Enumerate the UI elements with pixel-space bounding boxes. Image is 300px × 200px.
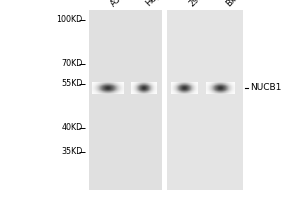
Text: 100KD: 100KD [56,16,82,24]
Bar [88,10,162,190]
Bar [162,10,167,190]
Text: 35KD: 35KD [61,148,82,156]
Text: 70KD: 70KD [61,60,82,68]
Text: 293T: 293T [187,0,208,8]
Text: 40KD: 40KD [61,123,82,132]
Text: 55KD: 55KD [61,79,82,88]
Text: HepG2: HepG2 [144,0,170,8]
Text: BxPC-3: BxPC-3 [225,0,252,8]
Text: NUCB1: NUCB1 [250,83,282,92]
Bar [167,10,243,190]
Text: A549: A549 [109,0,131,8]
